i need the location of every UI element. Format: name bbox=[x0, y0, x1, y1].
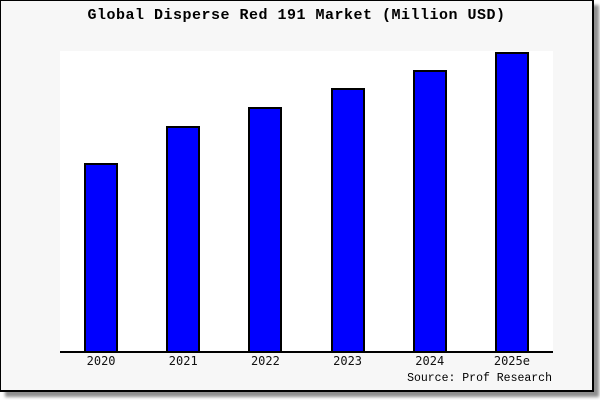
bar-2022 bbox=[248, 106, 283, 351]
tick-label-2025e: 2025e bbox=[493, 354, 530, 368]
bar-2025e bbox=[494, 51, 529, 351]
chart-frame: Global Disperse Red 191 Market (Million … bbox=[0, 0, 594, 392]
source-credit: Source: Prof Research bbox=[407, 372, 552, 385]
bar-2024 bbox=[412, 69, 447, 351]
bar-2021 bbox=[166, 125, 201, 351]
tick-label-2020: 2020 bbox=[86, 354, 116, 368]
tick-label-2022: 2022 bbox=[250, 354, 280, 368]
tick-label-2021: 2021 bbox=[168, 354, 198, 368]
chart-title: Global Disperse Red 191 Market (Million … bbox=[87, 7, 506, 24]
bar-2020 bbox=[84, 162, 119, 351]
tick-label-2023: 2023 bbox=[333, 354, 363, 368]
bar-2023 bbox=[330, 87, 365, 351]
plot-area bbox=[60, 51, 553, 353]
tick-label-2024: 2024 bbox=[415, 354, 445, 368]
